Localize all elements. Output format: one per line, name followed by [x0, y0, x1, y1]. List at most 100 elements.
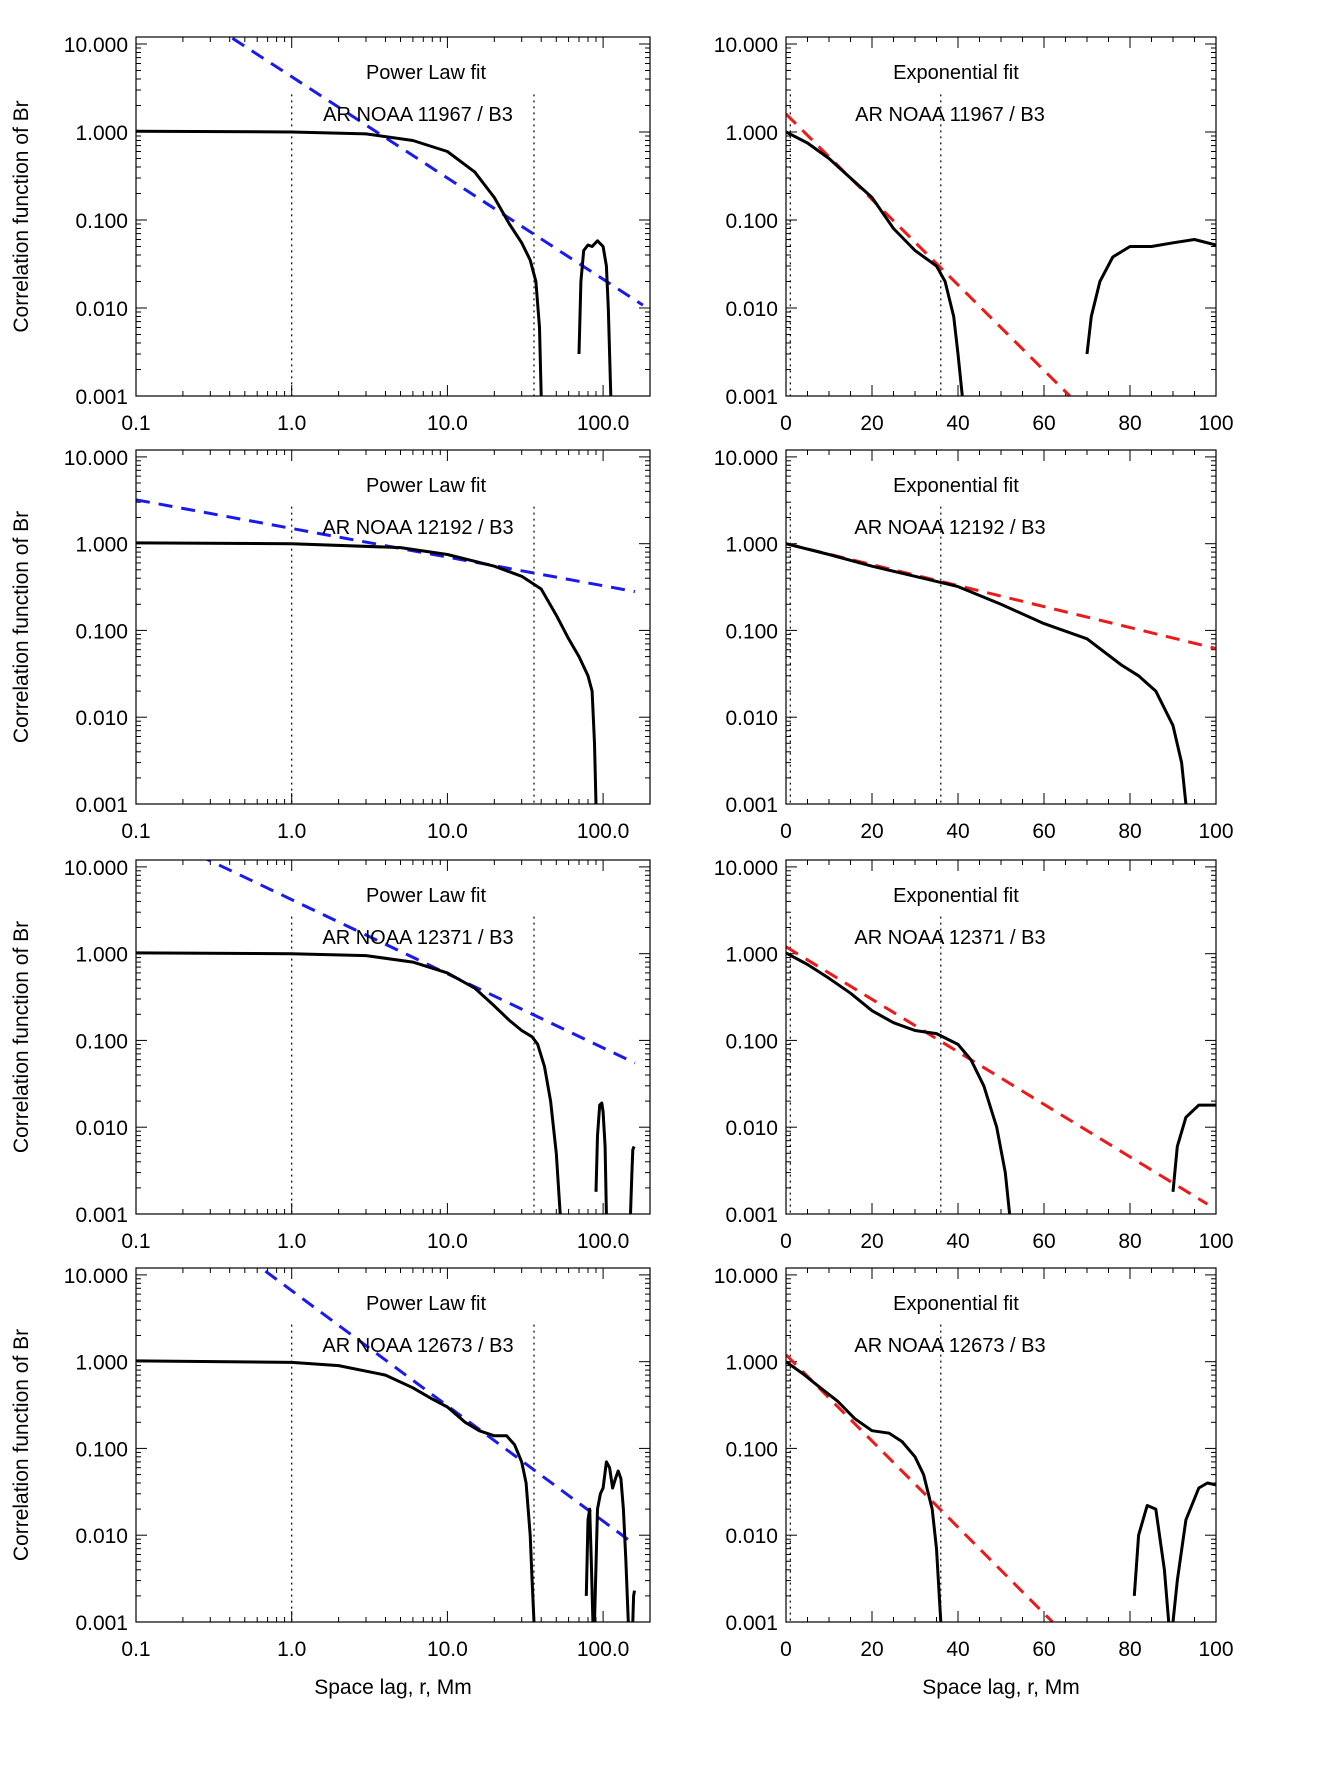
y-tick-label: 10.000 [714, 447, 778, 470]
region-label: AR NOAA 12673 / B3 [322, 1335, 513, 1357]
correlation-curve [786, 951, 1012, 1214]
panel-123713-power-law: 0.001 0.010 0.100 1.000 10.000 0.1 1.0 10.0 100.… [10, 857, 651, 1253]
correlation-curve [594, 1101, 608, 1214]
fit-title: Power Law fit [366, 62, 486, 84]
minor-ticks [786, 450, 1216, 804]
correlation-curve [584, 1507, 595, 1622]
x-tick-label: 100.0 [577, 412, 630, 435]
fit-title: Power Law fit [366, 1293, 486, 1315]
panel-126733-exponential: 0.001 0.010 0.100 1.000 10.000 0 20 40 60 80 100 Ex… [714, 1265, 1234, 1699]
region-label: AR NOAA 11967 / B3 [855, 104, 1045, 126]
y-tick-label: 10.000 [714, 857, 778, 880]
panel-121923-exponential: 0.001 0.010 0.100 1.000 10.000 0 20 40 60 80 100 Ex… [714, 447, 1234, 843]
correlation-curve [1132, 1504, 1171, 1622]
fit-title: Exponential fit [893, 1293, 1019, 1315]
y-tick-label: 0.100 [75, 210, 128, 233]
y-tick-label: 0.001 [75, 794, 128, 817]
y-tick-label: 1.000 [75, 534, 128, 557]
panel-123713-exponential: 0.001 0.010 0.100 1.000 10.000 0 20 40 60 80 100 Ex… [714, 857, 1234, 1253]
x-tick-label: 0 [780, 1638, 792, 1661]
x-tick-label: 20 [860, 1230, 883, 1253]
x-tick-label: 100.0 [577, 1230, 630, 1253]
fit-title: Power Law fit [366, 885, 486, 907]
y-tick-label: 0.100 [725, 210, 778, 233]
y-tick-label: 0.100 [75, 1030, 128, 1053]
y-tick-label: 0.010 [725, 1525, 778, 1548]
exponential-fit-line [786, 1353, 1054, 1622]
x-tick-label: 0 [780, 1230, 792, 1253]
minor-ticks [136, 37, 651, 396]
x-tick-label: 10.0 [427, 820, 468, 843]
x-tick-label: 80 [1118, 1230, 1141, 1253]
fit-title: Power Law fit [366, 475, 486, 497]
y-axis-title: Correlation function of Br [10, 100, 33, 332]
correlation-curve [136, 1359, 536, 1622]
y-tick-label: 1.000 [75, 944, 128, 967]
y-tick-label: 10.000 [714, 1265, 778, 1288]
y-tick-label: 0.001 [75, 1612, 128, 1635]
y-tick-label: 0.001 [75, 1204, 128, 1227]
y-tick-label: 0.100 [75, 1438, 128, 1461]
x-tick-label: 1.0 [277, 820, 306, 843]
plot-frame [135, 449, 651, 805]
plot-frame [135, 859, 651, 1215]
y-tick-label: 10.000 [714, 34, 778, 57]
plot-frame [135, 36, 651, 397]
panel-126733-power-law: 0.001 0.010 0.100 1.000 10.000 0.1 1.0 10.0 100.… [10, 1265, 651, 1699]
y-tick-label: 0.001 [75, 386, 128, 409]
x-tick-label: 60 [1032, 1638, 1055, 1661]
x-tick-label: 40 [946, 1230, 969, 1253]
x-tick-label: 40 [946, 412, 969, 435]
x-tick-label: 10.0 [427, 1638, 468, 1661]
exponential-fit-line [786, 112, 1071, 396]
minor-ticks [136, 450, 651, 804]
y-axis-title: Correlation function of Br [10, 1329, 33, 1561]
y-tick-label: 0.010 [725, 298, 778, 321]
x-tick-label: 1.0 [277, 412, 306, 435]
region-label: AR NOAA 12371 / B3 [854, 927, 1045, 949]
correlation-curve [631, 1590, 636, 1622]
x-tick-label: 60 [1032, 412, 1055, 435]
x-tick-label: 100.0 [577, 1638, 630, 1661]
y-tick-label: 0.001 [725, 1612, 778, 1635]
x-tick-label: 1.0 [277, 1638, 306, 1661]
x-tick-label: 0.1 [121, 1230, 150, 1253]
fit-title: Exponential fit [893, 475, 1019, 497]
region-label: AR NOAA 11967 / B3 [323, 104, 513, 126]
minor-ticks [136, 1268, 651, 1622]
plot-frame [785, 36, 1217, 397]
power-law-fit-line [204, 860, 636, 1065]
x-tick-label: 20 [860, 1638, 883, 1661]
y-tick-label: 0.010 [75, 298, 128, 321]
y-tick-label: 0.010 [75, 1525, 128, 1548]
y-tick-label: 1.000 [725, 534, 778, 557]
y-tick-label: 0.100 [725, 1438, 778, 1461]
x-tick-label: 20 [860, 820, 883, 843]
panel-121923-power-law: 0.001 0.010 0.100 1.000 10.000 0.1 1.0 10.0 100.… [10, 447, 651, 843]
correlation-curve [786, 542, 1188, 804]
plot-frame [785, 859, 1217, 1215]
exponential-fit-line [786, 945, 1209, 1206]
region-label: AR NOAA 12192 / B3 [322, 517, 513, 539]
y-tick-label: 0.100 [75, 620, 128, 643]
correlation-curve [593, 1460, 630, 1622]
x-tick-label: 100 [1198, 1638, 1233, 1661]
y-tick-label: 0.100 [725, 620, 778, 643]
y-tick-label: 0.010 [725, 1117, 778, 1140]
x-tick-label: 1.0 [277, 1230, 306, 1253]
y-tick-label: 0.010 [75, 707, 128, 730]
x-tick-label: 40 [946, 1638, 969, 1661]
correlation-curve [136, 951, 562, 1214]
fit-title: Exponential fit [893, 885, 1019, 907]
correlation-curve [1171, 1103, 1216, 1192]
x-tick-label: 60 [1032, 1230, 1055, 1253]
correlation-curve [1171, 1481, 1216, 1622]
correlation-curve [1085, 238, 1216, 355]
x-tick-label: 10.0 [427, 412, 468, 435]
correlation-curve [786, 1360, 943, 1622]
x-tick-label: 100 [1198, 1230, 1233, 1253]
region-label: AR NOAA 12673 / B3 [854, 1335, 1045, 1357]
y-tick-label: 1.000 [725, 1352, 778, 1375]
minor-ticks [786, 860, 1216, 1214]
x-tick-label: 0 [780, 412, 792, 435]
